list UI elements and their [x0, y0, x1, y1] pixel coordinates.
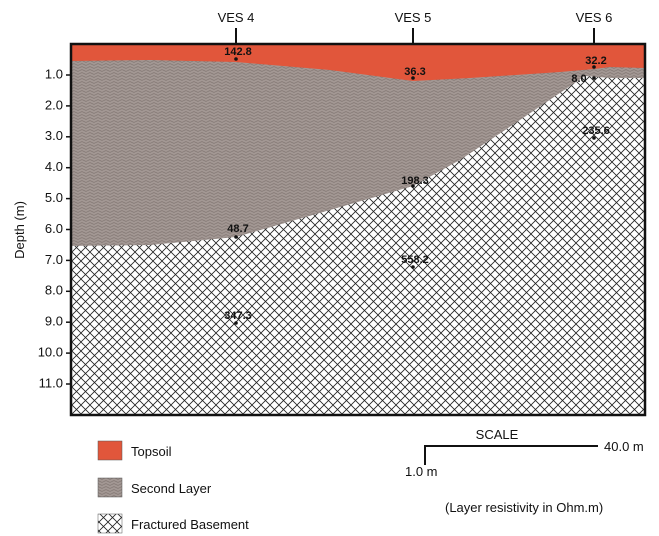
legend-label: Topsoil: [131, 444, 172, 459]
legend-swatch: [98, 441, 122, 460]
tick-label: 6.0: [45, 221, 63, 236]
legend: Topsoil Second Layer Fractured Basement: [98, 441, 249, 533]
scale: SCALE 40.0 m 1.0 m (Layer resistivity in…: [405, 427, 644, 515]
tick-label: 1.0: [45, 66, 63, 81]
depth-ticks: 1.0 2.0 3.0 4.0 5.0 6.0 7.0 8.0 9.0 10.0 11.0: [38, 66, 71, 390]
legend-label: Fractured Basement: [131, 517, 249, 532]
resistivity-label: 347.3: [224, 310, 252, 322]
legend-swatch: [98, 514, 122, 533]
scale-vertical: 1.0 m: [405, 464, 438, 479]
resistivity-label: 8.0: [571, 73, 586, 85]
tick-label: 3.0: [45, 128, 63, 143]
point: [592, 76, 596, 80]
note: (Layer resistivity in Ohm.m): [445, 500, 603, 515]
tick-label: 7.0: [45, 252, 63, 267]
scale-bar: [425, 446, 598, 465]
resistivity-label: 48.7: [227, 223, 248, 235]
resistivity-label: 235.6: [582, 125, 610, 137]
resistivity-label: 198.3: [401, 175, 429, 187]
station-label: VES 6: [576, 10, 613, 25]
tick-label: 4.0: [45, 159, 63, 174]
stations: VES 4 VES 5 VES 6: [218, 10, 613, 44]
tick-label: 10.0: [38, 345, 63, 360]
section-diagram: VES 4 VES 5 VES 6 Depth (m) 1.0 2.0 3.0 4.0…: [0, 0, 659, 536]
resistivity-label: 142.8: [224, 46, 252, 58]
station-label: VES 4: [218, 10, 255, 25]
resistivity-label: 32.2: [585, 55, 606, 67]
tick-label: 9.0: [45, 314, 63, 329]
y-axis-label: Depth (m): [12, 201, 27, 259]
legend-swatch: [98, 478, 122, 497]
station-label: VES 5: [395, 10, 432, 25]
legend-label: Second Layer: [131, 481, 212, 496]
scale-title: SCALE: [476, 427, 519, 442]
tick-label: 11.0: [39, 375, 63, 390]
scale-horizontal: 40.0 m: [604, 439, 644, 454]
tick-label: 2.0: [45, 97, 63, 112]
point: [234, 235, 238, 239]
resistivity-label: 36.3: [404, 66, 425, 78]
resistivity-label: 558.2: [401, 254, 429, 266]
tick-label: 8.0: [45, 283, 63, 298]
tick-label: 5.0: [45, 190, 63, 205]
